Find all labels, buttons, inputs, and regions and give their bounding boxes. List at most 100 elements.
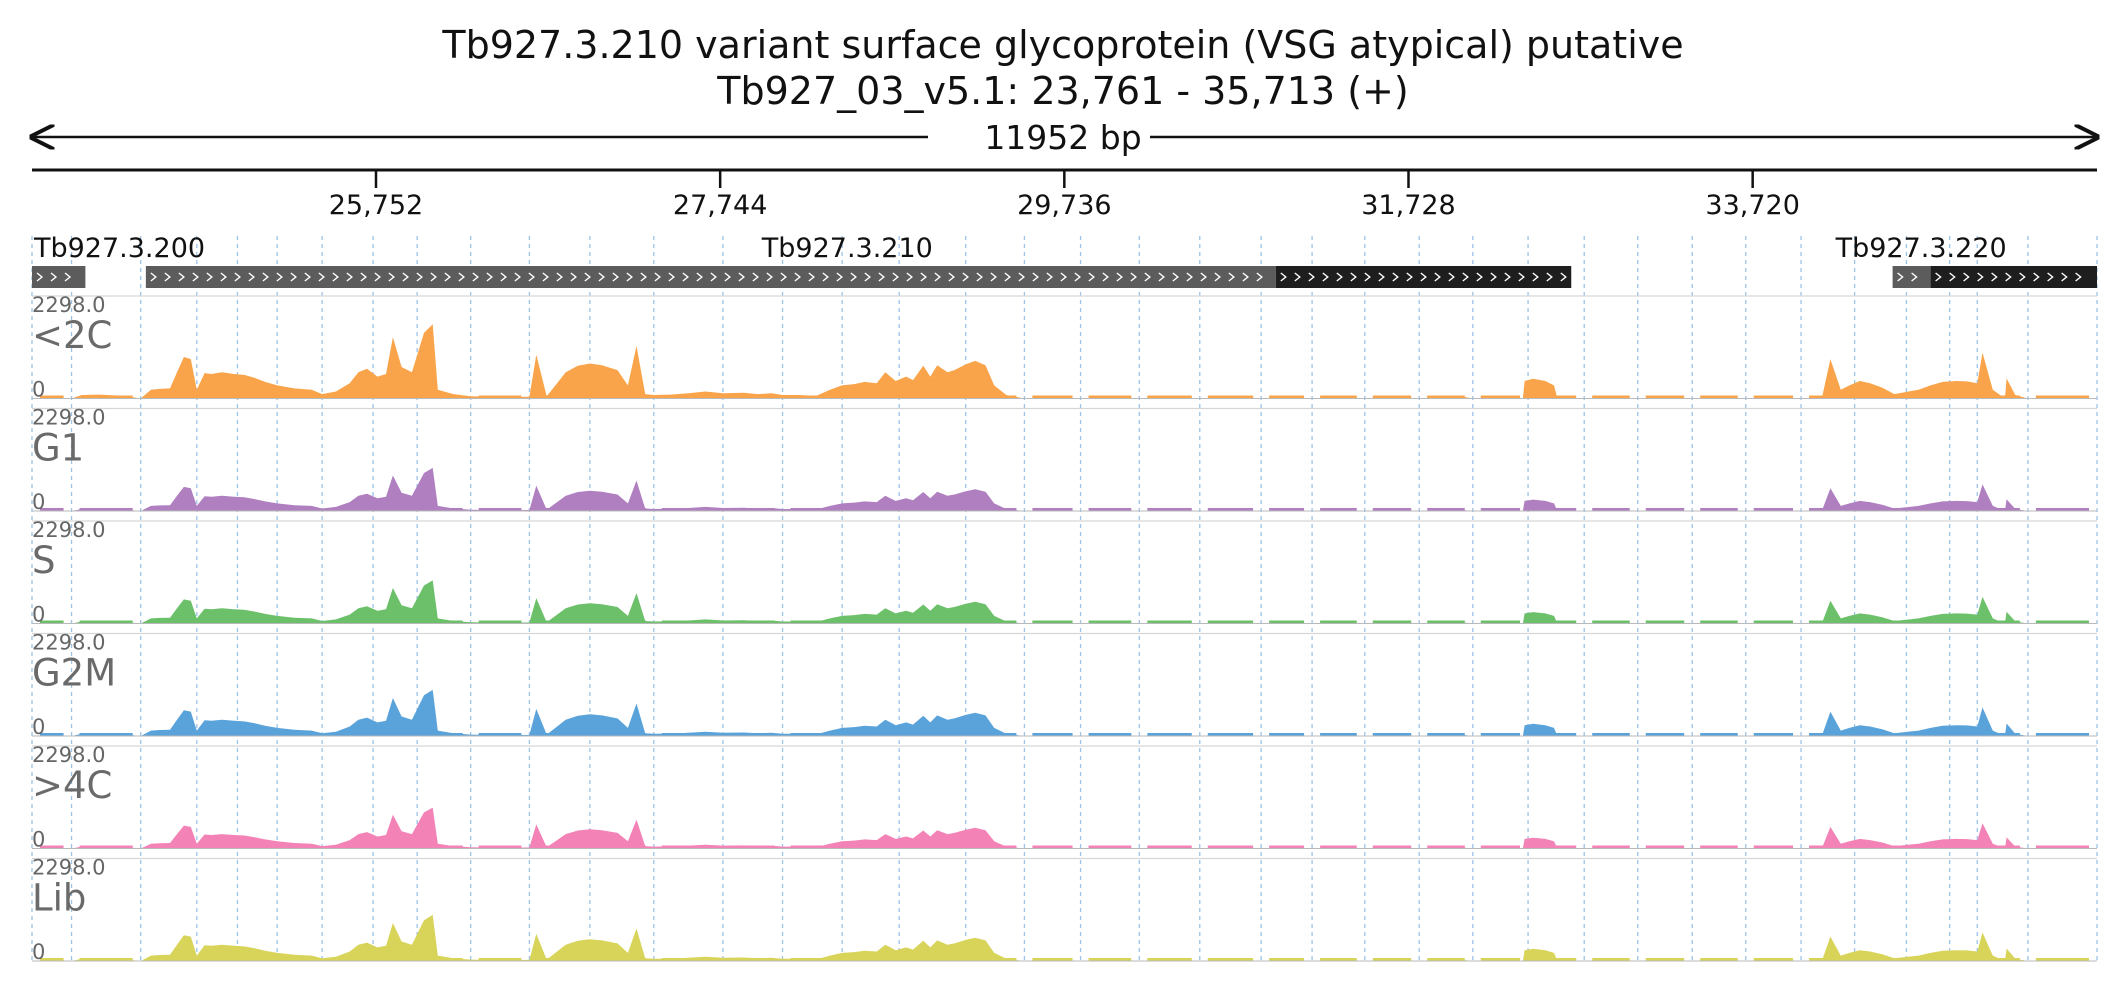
strand-chevron	[1546, 272, 1553, 282]
strand-chevron	[1963, 272, 1970, 282]
strand-chevron	[1214, 272, 1221, 282]
strand-chevron	[808, 272, 815, 282]
track-ymin-label: 0	[32, 940, 45, 964]
strand-chevron	[248, 272, 255, 282]
strand-chevron	[192, 272, 199, 282]
gene-segment-cds	[1275, 266, 1572, 288]
strand-chevron	[234, 272, 241, 282]
strand-chevron	[2075, 272, 2082, 282]
strand-chevron	[878, 272, 885, 282]
gene-track: Tb927.3.200 Tb927.3.210 Tb927.3.220	[32, 233, 2097, 288]
strand-chevron	[1308, 272, 1315, 282]
coverage-area	[32, 324, 2097, 399]
strand-chevron	[1018, 272, 1025, 282]
strand-chevron	[990, 272, 997, 282]
strand-chevron	[290, 272, 297, 282]
strand-chevron	[1280, 272, 1287, 282]
strand-chevron	[206, 272, 213, 282]
strand-chevron	[1977, 272, 1984, 282]
strand-chevron	[528, 272, 535, 282]
strand-chevron	[164, 272, 171, 282]
coverage-area	[32, 580, 2097, 624]
gene-segment-cds	[1930, 266, 2097, 288]
strand-chevron	[1378, 272, 1385, 282]
strand-chevron	[1004, 272, 1011, 282]
strand-chevron	[1144, 272, 1151, 282]
strand-chevron	[1046, 272, 1053, 282]
strand-chevron	[458, 272, 465, 282]
strand-chevron	[934, 272, 941, 282]
track-ymin-label: 0	[32, 490, 45, 514]
strand-chevron	[1032, 272, 1039, 282]
strand-chevron	[1336, 272, 1343, 282]
track-name-label: G1	[32, 427, 84, 470]
strand-chevron	[724, 272, 731, 282]
coverage-area	[32, 467, 2097, 511]
strand-chevron	[836, 272, 843, 282]
axis-tick-label: 29,736	[1017, 190, 1111, 221]
strand-chevron	[1392, 272, 1399, 282]
axis-tick-label: 31,728	[1361, 190, 1455, 221]
gene-label: Tb927.3.200	[33, 233, 205, 264]
strand-chevron	[2061, 272, 2068, 282]
track-ymin-label: 0	[32, 828, 45, 852]
strand-chevron	[346, 272, 353, 282]
block-gridlines	[31, 236, 2098, 962]
strand-chevron	[1294, 272, 1301, 282]
strand-chevron	[976, 272, 983, 282]
coverage-tracks: 2298.0<2C02298.0G102298.0S02298.0G2M0229…	[32, 293, 2097, 964]
axis-tick-label: 27,744	[673, 190, 767, 221]
track-ymax-label: 2298.0	[32, 406, 105, 430]
coverage-area	[32, 689, 2097, 736]
strand-chevron	[1074, 272, 1081, 282]
strand-chevron	[1434, 272, 1441, 282]
coordinate-axis: 25,752 27,744 29,736 31,728 33,720	[32, 168, 2097, 221]
strand-chevron	[1560, 272, 1567, 282]
strand-chevron	[1242, 272, 1249, 282]
strand-chevron	[1200, 272, 1207, 282]
chart-title: Tb927.3.210 variant surface glycoprotein…	[442, 23, 1684, 67]
strand-chevron	[892, 272, 899, 282]
strand-chevron	[500, 272, 507, 282]
strand-chevron	[864, 272, 871, 282]
strand-chevron	[2047, 272, 2054, 282]
strand-chevron	[1256, 272, 1263, 282]
strand-chevron	[1172, 272, 1179, 282]
strand-chevron	[1130, 272, 1137, 282]
strand-chevron	[626, 272, 633, 282]
strand-chevron	[752, 272, 759, 282]
strand-chevron	[948, 272, 955, 282]
track-ymax-label: 2298.0	[32, 293, 105, 317]
strand-chevron	[388, 272, 395, 282]
track-name-label: <2C	[32, 314, 112, 357]
strand-chevron	[1406, 272, 1413, 282]
strand-chevron	[318, 272, 325, 282]
strand-chevron	[178, 272, 185, 282]
span-length-label: 11952 bp	[984, 118, 1141, 157]
strand-chevron	[486, 272, 493, 282]
strand-chevron	[1911, 272, 1918, 282]
track-ymin-label: 0	[32, 715, 45, 739]
strand-chevron	[1060, 272, 1067, 282]
strand-chevron	[920, 272, 927, 282]
strand-chevron	[850, 272, 857, 282]
track-ymin-label: 0	[32, 378, 45, 402]
gene-label: Tb927.3.220	[1835, 233, 2007, 264]
strand-chevron	[668, 272, 675, 282]
strand-chevron	[640, 272, 647, 282]
axis-tick-label: 25,752	[329, 190, 423, 221]
strand-chevron	[1504, 272, 1511, 282]
strand-chevron	[1158, 272, 1165, 282]
strand-chevron	[612, 272, 619, 282]
track-name-label: G2M	[32, 652, 116, 695]
strand-chevron	[332, 272, 339, 282]
track-name-label: >4C	[32, 764, 112, 807]
strand-chevron	[2033, 272, 2040, 282]
strand-chevron	[514, 272, 521, 282]
strand-chevron	[710, 272, 717, 282]
strand-chevron	[682, 272, 689, 282]
strand-chevron	[150, 272, 157, 282]
strand-chevron	[2005, 272, 2012, 282]
strand-chevron	[962, 272, 969, 282]
